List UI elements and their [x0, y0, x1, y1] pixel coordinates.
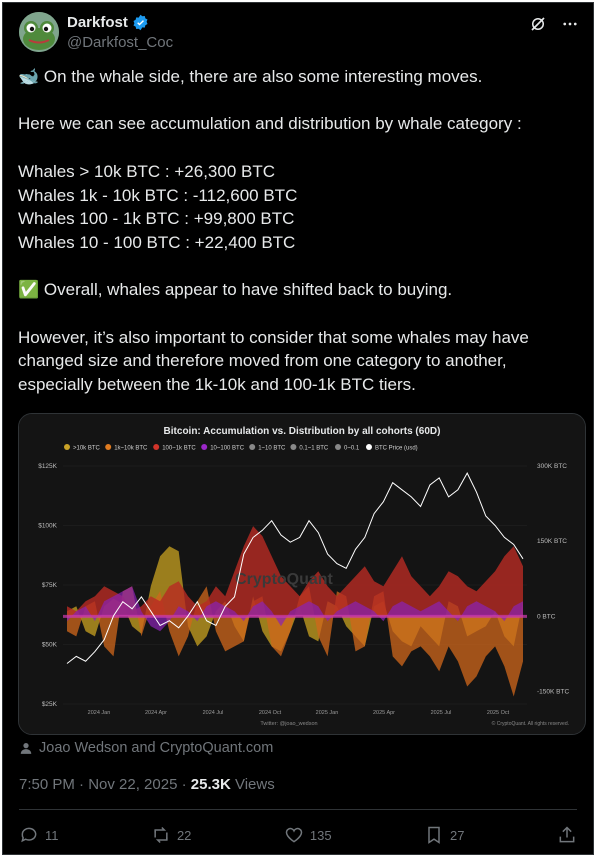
- x-tick-label: 2025 Oct: [487, 710, 510, 716]
- verified-badge-icon: [133, 14, 148, 31]
- share-button[interactable]: [557, 825, 577, 845]
- post-line: ✅ Overall, whales appear to have shifted…: [18, 280, 453, 300]
- post-line: However, it’s also important to consider…: [18, 327, 529, 395]
- series-area: [67, 586, 523, 632]
- reply-icon: [21, 827, 37, 843]
- chart-credit-left: Twitter: @joao_wedson: [260, 721, 317, 727]
- chart-image[interactable]: Bitcoin: Accumulation vs. Distribution b…: [18, 413, 586, 735]
- chart-left-axis: $125K $100K $75K $50K $25K: [38, 463, 57, 708]
- x-tick-label: 2024 Oct: [259, 710, 282, 716]
- y-left-tick-label: $75K: [42, 582, 58, 589]
- post-line: Whales 10 - 100 BTC : +22,400 BTC: [18, 232, 296, 252]
- y-left-tick-label: $50K: [42, 642, 58, 649]
- post-line: Whales 100 - 1k BTC : +99,800 BTC: [18, 209, 295, 229]
- legend-label: 0~0.1: [344, 446, 360, 452]
- post-line: Whales > 10k BTC : +26,300 BTC: [18, 161, 276, 181]
- reply-count: 11: [45, 827, 59, 843]
- post-line: [18, 89, 578, 113]
- post-line: Here we can see accumulation and distrib…: [18, 114, 522, 134]
- legend-swatch: [335, 444, 341, 450]
- heart-icon: [285, 827, 303, 843]
- more-options-icon[interactable]: [561, 15, 579, 33]
- y-right-tick-label: 300K BTC: [537, 463, 567, 470]
- media-credit[interactable]: Joao Wedson and CryptoQuant.com: [19, 740, 273, 756]
- bookmark-icon: [428, 826, 440, 844]
- views-count: 25.3K: [190, 776, 231, 793]
- reply-button[interactable]: 11: [19, 825, 59, 845]
- legend-swatch: [105, 444, 112, 450]
- chart-credit-right: © CryptoQuant. All rights reserved.: [492, 720, 569, 727]
- views-label: Views: [230, 776, 275, 793]
- legend-label: 0.1~1 BTC: [299, 446, 329, 452]
- action-bar: 11 22 135 27: [19, 821, 577, 849]
- media-credit-text[interactable]: Joao Wedson and CryptoQuant.com: [39, 740, 274, 756]
- x-tick-label: 2025 Apr: [373, 710, 395, 716]
- post-line: Whales 1k - 10k BTC : -112,600 BTC: [18, 185, 298, 205]
- chart-price-line: [66, 472, 524, 664]
- bookmark-count: 27: [450, 827, 465, 843]
- y-left-tick-label: $125K: [38, 463, 57, 470]
- bookmark-button[interactable]: 27: [424, 825, 465, 845]
- chart-title: Bitcoin: Accumulation vs. Distribution b…: [164, 426, 441, 437]
- y-right-tick-label: -150K BTC: [537, 688, 569, 695]
- legend-label: 1k~10k BTC: [114, 446, 148, 452]
- legend-swatch: [201, 444, 208, 450]
- repost-button[interactable]: 22: [151, 825, 191, 845]
- legend-swatch: [153, 444, 160, 450]
- x-tick-label: 2024 Jan: [88, 710, 111, 716]
- repost-icon: [154, 826, 168, 844]
- repost-count: 22: [176, 827, 192, 843]
- x-tick-label: 2025 Jan: [316, 710, 339, 716]
- series-area: [67, 526, 523, 617]
- like-count: 135: [309, 827, 332, 843]
- person-icon: [20, 743, 32, 754]
- chart-right-axis: 300K BTC 150K BTC 0 BTC -150K BTC: [537, 463, 569, 695]
- post-line: 🐋 On the whale side, there are also some…: [18, 67, 483, 86]
- frog-avatar-image: [19, 12, 59, 52]
- btc-price-line: [66, 472, 524, 664]
- series-area: [67, 586, 523, 697]
- post-timestamp[interactable]: 7:50 PM · Nov 22, 2025 ·: [19, 776, 191, 793]
- avatar[interactable]: [19, 12, 59, 52]
- x-tick-label: 2024 Apr: [145, 710, 167, 716]
- like-button[interactable]: 135: [284, 825, 332, 845]
- legend-label: 10~100 BTC: [210, 446, 245, 452]
- post-meta: 7:50 PM · Nov 22, 2025 · 25.3K Views: [19, 776, 275, 793]
- share-icon: [559, 826, 575, 843]
- user-handle[interactable]: @Darkfost_Coc: [67, 34, 174, 51]
- legend-label: BTC Price (usd): [375, 446, 418, 452]
- accumulation-chart: Bitcoin: Accumulation vs. Distribution b…: [19, 414, 585, 734]
- y-right-tick-label: 0 BTC: [537, 613, 556, 620]
- y-left-tick-label: $25K: [42, 701, 58, 708]
- y-right-tick-label: 150K BTC: [537, 538, 567, 545]
- legend-swatch: [290, 444, 297, 450]
- legend-swatch: [64, 444, 70, 450]
- x-tick-label: 2025 Jul: [431, 710, 452, 716]
- display-name[interactable]: Darkfost: [67, 14, 128, 31]
- legend-label: >10k BTC: [73, 446, 101, 452]
- post-line: [18, 136, 578, 160]
- legend-label: 1~10 BTC: [258, 446, 286, 452]
- legend-swatch: [249, 444, 256, 450]
- post-line: [18, 302, 578, 326]
- post-line: [18, 255, 578, 279]
- y-left-tick-label: $100K: [38, 523, 57, 530]
- divider: [19, 809, 577, 810]
- legend-label: 100~1k BTC: [162, 446, 196, 452]
- grok-icon[interactable]: [529, 15, 547, 33]
- chart-watermark: CryptoQuant: [235, 571, 333, 588]
- chart-series-areas: [63, 526, 527, 697]
- chart-legend: >10k BTC 1k~10k BTC 100~1k BTC 10~100 BTC 1~…: [64, 444, 418, 452]
- legend-swatch: [366, 444, 372, 450]
- x-tick-label: 2024 Jul: [203, 710, 224, 716]
- chart-x-axis: 2024 Jan 2024 Apr 2024 Jul 2024 Oct 2025 Jan…: [88, 710, 510, 716]
- post-text: 🐋 On the whale side, there are also some…: [18, 65, 578, 397]
